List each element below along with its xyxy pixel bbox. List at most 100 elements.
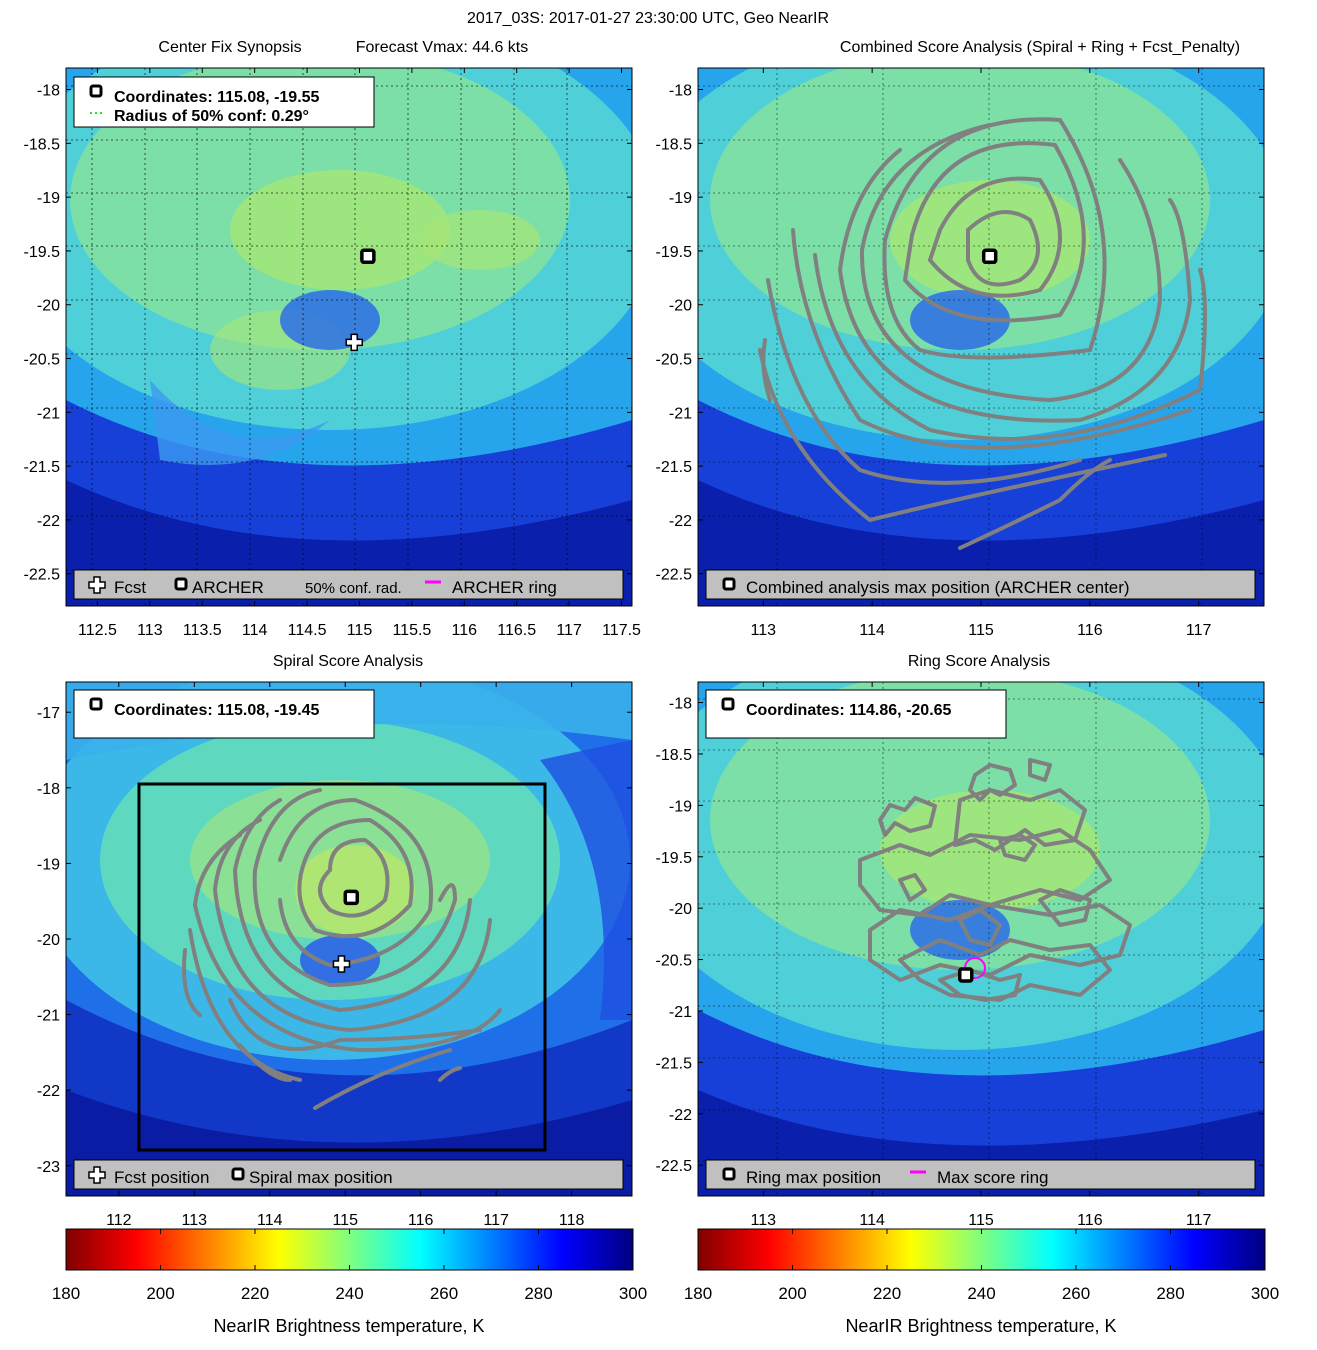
ring-xticks: 113 114 115 116 117 [751,682,1212,1229]
spiral-legend-max: Spiral max position [249,1168,393,1187]
ring-info-box: Coordinates: 114.86, -20.65 [705,689,1007,739]
x-tick-label: 116 [1077,1212,1103,1229]
spiral-markers [332,889,360,973]
x-tick-label: 114.5 [288,622,327,639]
x-tick-label: 112 [106,1212,132,1229]
combined-markers [981,248,998,265]
archer-center-marker [360,248,376,265]
combined-legend: Combined analysis max position (ARCHER c… [705,569,1256,600]
y-tick-label: -20.5 [656,352,693,369]
y-tick-label: -18 [669,83,692,100]
x-tick-label: 117 [1186,1212,1212,1229]
y-tick-label: -22 [37,513,60,530]
x-tick-label: 114 [242,622,268,639]
archer-center-marker [343,889,360,906]
y-tick-label: -22 [37,1083,60,1100]
colorbar-tick-label: 280 [524,1284,552,1303]
colorbar-tick-label: 220 [241,1284,269,1303]
x-tick-label: 118 [559,1212,585,1229]
archer-square-icon [722,1167,736,1181]
y-tick-label: -19.5 [656,244,693,261]
colorbar-tick-label: 300 [1251,1284,1279,1303]
y-tick-label: -20.5 [656,953,693,970]
y-tick-label: -21 [669,1004,692,1021]
archer-square-icon [722,577,736,591]
archer-center-marker [981,248,998,265]
y-tick-label: -20 [669,298,692,315]
x-tick-label: 113 [137,622,163,639]
legend-ring-label: ARCHER ring [452,578,557,597]
y-tick-label: -19 [669,798,692,815]
archer-square-icon [89,84,103,98]
colorbar-tick-label: 240 [335,1284,363,1303]
y-tick-label: -21 [669,405,692,422]
spiral-coordinates: Coordinates: 115.08, -19.45 [114,702,320,719]
y-tick-label: -21 [37,1008,60,1025]
synopsis-yticks: -18 -18.5 -19 -19.5 -20 -20.5 -21 -21.5 -22 -22.5 [24,83,632,584]
colorbar-right: 180 200 220 240 260 280 300 NearIR Brightness … [684,1228,1279,1336]
x-tick-label: 115.5 [392,622,431,639]
y-tick-label: -22.5 [24,567,61,584]
legend-conf-label: 50% conf. rad. [305,580,402,597]
y-tick-label: -19.5 [24,244,61,261]
x-tick-label: 116 [452,622,478,639]
synopsis-xticks: 112.5 113 113.5 114 114.5 115 115.5 116 116.5 117… [78,68,641,639]
synopsis-legend: Fcst ARCHER 50% conf. rad. ARCHER ring [73,569,624,600]
synopsis-info-box: Coordinates: 115.08, -19.55 Radius of 50… [73,76,375,128]
spiral-legend-fcst: Fcst position [114,1168,209,1187]
legend-archer-label: ARCHER [192,578,264,597]
spiral-contours [182,788,502,1110]
spiral-search-box [137,782,547,1152]
ring-legend: Ring max position Max score ring [705,1159,1256,1190]
x-tick-label: 116 [408,1212,434,1229]
colorbar-tick-label: 260 [430,1284,458,1303]
synopsis-frame [65,67,633,607]
y-tick-label: -22 [669,1107,692,1124]
combined-yticks: -18 -18.5 -19 -19.5 -20 -20.5 -21 -21.5 -22 -22.5 [656,83,1264,584]
combined-panel: -18 -18.5 -19 -19.5 -20 -20.5 -21 -21.5 -22 -22.5… [656,67,1265,639]
archer-square-icon [231,1167,245,1181]
colorbar-left-ticks: 180 200 220 240 260 280 300 [52,1229,647,1303]
archer-square-icon [89,697,103,711]
ring-yticks: -18 -18.5 -19 -19.5 -20 -20.5 -21 -21.5 -22 -22.5 [656,696,1264,1175]
x-tick-label: 113 [751,622,777,639]
y-tick-label: -23 [37,1159,60,1176]
y-tick-label: -22.5 [656,1158,693,1175]
y-tick-label: -18 [37,781,60,798]
colorbar-tick-label: 180 [52,1284,80,1303]
x-tick-label: 114 [859,622,885,639]
y-tick-label: -18 [37,83,60,100]
colorbar-right-ticks: 180 200 220 240 260 280 300 [684,1229,1279,1303]
archer-square-icon [721,697,735,711]
archer-square-icon [174,577,188,591]
x-tick-label: 113.5 [183,622,222,639]
y-tick-label: -20 [669,901,692,918]
ring-legend-score: Max score ring [937,1168,1048,1187]
x-tick-label: 116 [1077,622,1103,639]
x-tick-label: 115 [347,622,373,639]
combined-title: Combined Score Analysis (Spiral + Ring +… [840,39,1240,56]
spiral-heatmap [66,682,632,1196]
x-tick-label: 113 [182,1212,208,1229]
colorbar-right-gradient [697,1228,1266,1271]
x-tick-label: 115 [968,622,994,639]
synopsis-markers [345,248,376,352]
colorbar-left: 180 200 220 240 260 280 300 NearIR Brightness … [52,1228,647,1336]
synopsis-title-left: Center Fix Synopsis [158,39,301,56]
y-tick-label: -18 [669,696,692,713]
y-tick-label: -20 [37,298,60,315]
y-tick-label: -18.5 [656,747,693,764]
legend-fcst-label: Fcst [114,578,146,597]
colorbar-left-gradient [65,1228,634,1271]
synopsis-title-right: Forecast Vmax: 44.6 kts [356,39,529,56]
synopsis-conf-radius: Radius of 50% conf: 0.29° [114,108,309,125]
combined-legend-label: Combined analysis max position (ARCHER c… [746,578,1130,597]
spiral-title: Spiral Score Analysis [273,653,423,670]
colorbar-left-label: NearIR Brightness temperature, K [213,1316,484,1336]
synopsis-panel: -18 -18.5 -19 -19.5 -20 -20.5 -21 -21.5 -22 -22.5… [24,67,641,639]
colorbar-tick-label: 200 [146,1284,174,1303]
spiral-legend: Fcst position Spiral max position [73,1159,624,1190]
y-tick-label: -18.5 [24,136,61,153]
spiral-info-box: Coordinates: 115.08, -19.45 [73,689,375,739]
